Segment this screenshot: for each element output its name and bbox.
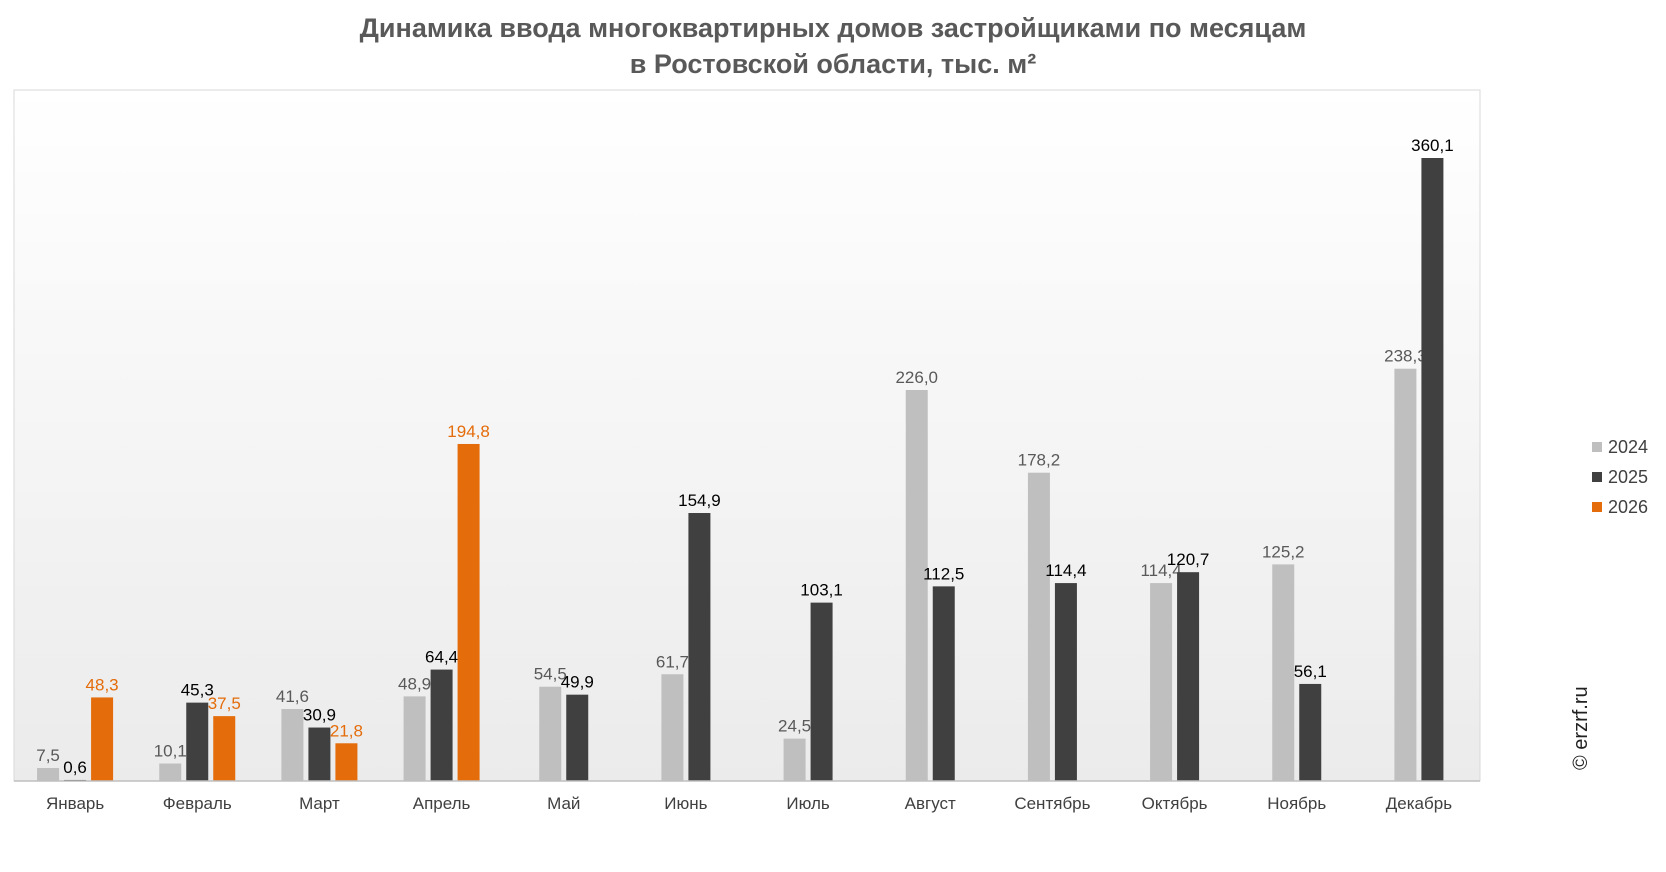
value-label-2025-11: 56,1 [1294, 662, 1327, 681]
value-label-2025-5: 49,9 [561, 673, 594, 692]
bar-2024-5 [539, 686, 562, 781]
bar-2024-11 [1272, 564, 1295, 781]
bar-2026-4 [457, 443, 480, 781]
category-label-8: Август [905, 794, 956, 813]
bar-2026-2 [213, 716, 236, 781]
value-label-2024-9: 178,2 [1018, 451, 1061, 470]
bar-2025-3 [308, 727, 331, 781]
bar-2024-1 [37, 768, 60, 781]
value-label-2025-3: 30,9 [303, 706, 336, 725]
legend-item-2026: 2026 [1592, 492, 1648, 522]
bar-2024-3 [281, 709, 304, 781]
chart-title-line-1: Динамика ввода многоквартирных домов зас… [359, 13, 1307, 43]
legend-label-2026: 2026 [1608, 496, 1649, 517]
bar-2025-2 [186, 702, 209, 781]
category-label-10: Октябрь [1142, 794, 1208, 813]
value-label-2025-6: 154,9 [678, 491, 721, 510]
value-label-2024-3: 41,6 [276, 687, 309, 706]
bar-2026-1 [91, 697, 114, 781]
category-label-4: Апрель [413, 794, 471, 813]
bar-2024-9 [1027, 472, 1050, 781]
value-label-2024-4: 48,9 [398, 674, 431, 693]
value-label-2026-3: 21,8 [330, 721, 363, 740]
value-label-2026-2: 37,5 [208, 694, 241, 713]
value-label-2024-1: 7,5 [36, 746, 60, 765]
legend-swatch-2025 [1592, 472, 1602, 482]
bar-2025-10 [1177, 572, 1200, 781]
category-label-5: Май [547, 794, 580, 813]
value-label-2024-12: 238,3 [1384, 347, 1427, 366]
bar-2024-4 [403, 696, 426, 781]
bar-2024-12 [1394, 368, 1417, 781]
chart-title: Динамика ввода многоквартирных домов зас… [0, 10, 1666, 82]
bar-2025-4 [430, 669, 453, 781]
bar-2024-2 [159, 763, 182, 781]
value-label-2025-8: 112,5 [923, 564, 964, 583]
bar-2024-6 [661, 674, 684, 781]
bar-2025-11 [1299, 683, 1322, 781]
bar-2025-7 [810, 602, 833, 781]
value-label-2024-11: 125,2 [1262, 542, 1305, 561]
legend-swatch-2026 [1592, 502, 1602, 512]
legend-item-2024: 2024 [1592, 432, 1648, 462]
category-label-2: Февраль [163, 794, 232, 813]
bar-2026-3 [335, 743, 358, 781]
category-label-1: Январь [46, 794, 104, 813]
value-label-2024-8: 226,0 [895, 368, 938, 387]
chart-legend: 2024 2025 2026 [1592, 432, 1648, 522]
bar-2025-12 [1421, 158, 1444, 781]
value-label-2026-1: 48,3 [86, 675, 119, 694]
bar-2025-9 [1054, 583, 1077, 781]
value-label-2024-7: 24,5 [778, 717, 811, 736]
value-label-2025-4: 64,4 [425, 648, 458, 667]
bar-2024-7 [783, 738, 806, 781]
value-label-2025-1: 0,6 [63, 758, 87, 777]
bar-2025-5 [566, 694, 589, 781]
value-label-2024-5: 54,5 [534, 665, 567, 684]
category-label-7: Июль [786, 794, 830, 813]
value-label-2025-12: 360,1 [1411, 136, 1454, 155]
legend-label-2025: 2025 [1608, 466, 1649, 487]
legend-label-2024: 2024 [1608, 436, 1649, 457]
value-label-2024-2: 10,1 [154, 742, 187, 761]
value-label-2024-6: 61,7 [656, 652, 689, 671]
bar-2025-8 [932, 586, 955, 781]
value-label-2025-2: 45,3 [181, 681, 214, 700]
value-label-2025-9: 114,4 [1045, 561, 1086, 580]
bar-2024-10 [1150, 583, 1173, 781]
category-label-6: Июнь [664, 794, 707, 813]
value-label-2024-10: 114,4 [1140, 561, 1181, 580]
plot-area [13, 89, 1481, 782]
category-label-11: Ноябрь [1267, 794, 1326, 813]
category-label-9: Сентябрь [1014, 794, 1090, 813]
value-label-2025-7: 103,1 [800, 581, 843, 600]
category-label-12: Декабрь [1386, 794, 1452, 813]
watermark: © erzrf.ru [1570, 686, 1592, 770]
category-label-3: Март [299, 794, 340, 813]
legend-item-2025: 2025 [1592, 462, 1648, 492]
bar-2024-8 [905, 390, 928, 781]
value-label-2026-4: 194,8 [447, 422, 490, 441]
value-label-2025-10: 120,7 [1167, 550, 1210, 569]
legend-swatch-2024 [1592, 442, 1602, 452]
bar-2025-6 [688, 513, 711, 781]
chart-title-line-2: в Ростовской области, тыс. м² [629, 49, 1037, 79]
